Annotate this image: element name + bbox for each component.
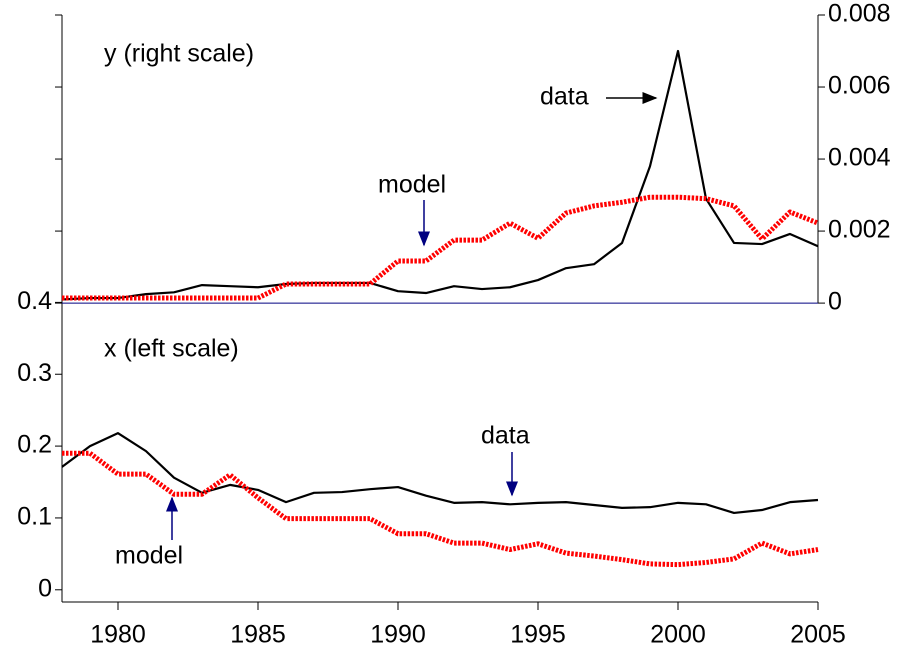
x-tick-label: 1985 bbox=[230, 621, 286, 649]
x-tick-label: 1990 bbox=[370, 621, 426, 649]
y2-tick-label: 0.004 bbox=[828, 144, 891, 172]
y2-tick-label: 0.002 bbox=[828, 216, 891, 244]
y-tick-label: 0.2 bbox=[17, 431, 52, 459]
series-line bbox=[61, 49, 819, 301]
panel-label: x (left scale) bbox=[104, 335, 239, 363]
x-tick-label: 1995 bbox=[510, 621, 566, 649]
y-tick-label: 0 bbox=[38, 574, 52, 602]
x-tick-label: 2000 bbox=[650, 621, 706, 649]
series-label: model bbox=[378, 171, 446, 199]
y2-tick-label: 0 bbox=[828, 288, 842, 316]
panel-label: y (right scale) bbox=[104, 40, 254, 68]
y2-tick-label: 0.006 bbox=[828, 72, 891, 100]
y-tick-label: 0.3 bbox=[17, 359, 52, 387]
series-label: data bbox=[540, 83, 589, 111]
y-tick-label: 0.1 bbox=[17, 503, 52, 531]
x-tick-label: 1980 bbox=[90, 621, 146, 649]
x-tick-label: 2005 bbox=[790, 621, 846, 649]
series-label: model bbox=[115, 542, 183, 570]
series-line bbox=[62, 194, 819, 301]
y-tick-label: 0.4 bbox=[17, 287, 52, 315]
series-line bbox=[62, 450, 819, 568]
y2-tick-label: 0.008 bbox=[828, 0, 891, 28]
series-label: data bbox=[481, 422, 530, 450]
series-line bbox=[61, 432, 819, 515]
